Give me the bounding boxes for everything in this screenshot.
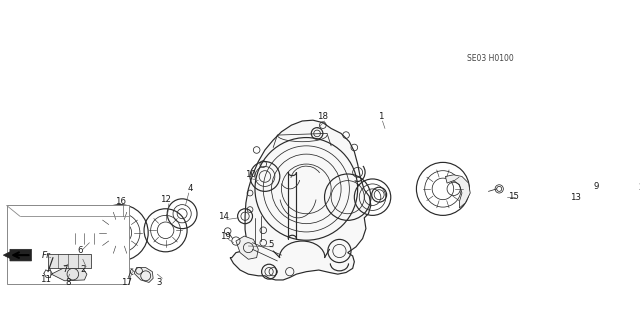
Text: 11: 11	[40, 275, 51, 285]
Polygon shape	[134, 268, 153, 282]
Polygon shape	[51, 268, 87, 281]
Text: 17: 17	[121, 278, 132, 287]
Text: 2: 2	[80, 265, 86, 274]
Text: 9: 9	[593, 182, 599, 191]
Polygon shape	[230, 120, 371, 280]
Text: 1: 1	[378, 112, 383, 121]
Text: 6: 6	[77, 247, 83, 256]
Text: 3: 3	[156, 278, 162, 287]
Text: 19: 19	[220, 232, 230, 241]
Text: 20: 20	[639, 183, 640, 192]
Text: SE03 H0100: SE03 H0100	[467, 55, 513, 63]
Text: 5: 5	[268, 240, 273, 249]
Polygon shape	[445, 175, 470, 208]
Text: 18: 18	[317, 112, 328, 121]
Text: 14: 14	[218, 212, 229, 221]
Bar	[48, 254, 91, 268]
Text: 4: 4	[188, 184, 193, 193]
Text: 16: 16	[115, 197, 125, 206]
Polygon shape	[236, 236, 259, 259]
Polygon shape	[3, 249, 31, 261]
Text: Fr.: Fr.	[42, 251, 52, 260]
Text: 12: 12	[160, 195, 171, 204]
Text: 8: 8	[65, 278, 70, 287]
Text: 10: 10	[245, 170, 257, 179]
Text: 15: 15	[508, 192, 519, 201]
Text: 13: 13	[570, 193, 581, 202]
Bar	[65, 233, 96, 244]
Bar	[6, 205, 129, 284]
Text: 7: 7	[62, 265, 67, 274]
